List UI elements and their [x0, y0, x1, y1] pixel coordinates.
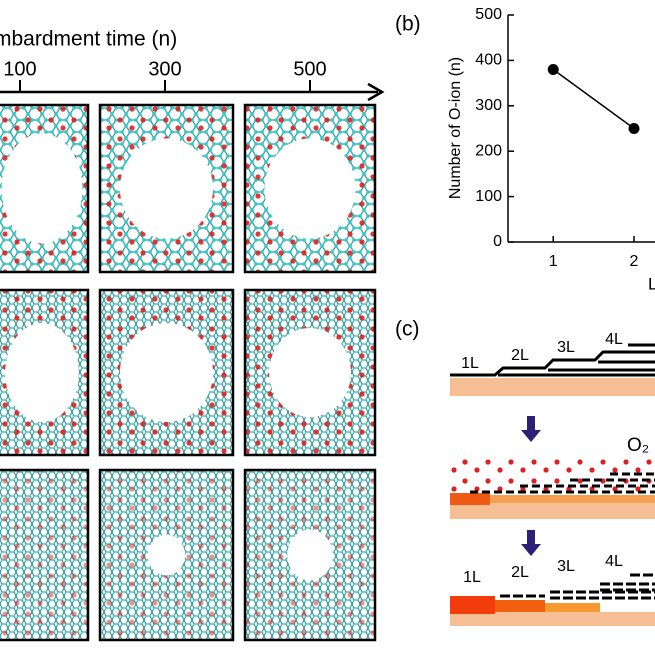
- y-tick-label: 400: [475, 52, 502, 69]
- layer-label: 4L: [605, 331, 623, 348]
- tick-label: 500: [293, 58, 326, 80]
- snapshot-hole: [1, 133, 83, 244]
- tick-label: 300: [148, 58, 181, 80]
- layer-label: 4L: [605, 553, 623, 570]
- layer-label: 3L: [557, 558, 575, 575]
- arrow-head: [367, 82, 385, 102]
- layer-label: 1L: [461, 355, 479, 372]
- layer: [470, 472, 655, 494]
- snapshot-hole: [264, 138, 356, 239]
- snapshot-frame: [98, 468, 235, 642]
- snapshot-oxygen: [0, 470, 88, 640]
- snapshot-frame: [243, 288, 377, 457]
- data-point: [628, 123, 640, 134]
- panel-c: (c) 1L 2L 3L 4L O₂ 1L 2L 3L 4L: [395, 318, 655, 626]
- snapshot-hole: [119, 323, 214, 422]
- layer-label: 2L: [511, 564, 529, 581]
- oxidized-region: [495, 600, 545, 612]
- x-axis-title: L: [648, 274, 655, 293]
- panel-a: mbardment time (n) 100 300 500: [0, 28, 385, 642]
- y-tick-label: 200: [475, 142, 502, 159]
- snapshot-hole: [287, 529, 333, 581]
- y-tick-label: 100: [475, 188, 502, 205]
- down-arrow: [521, 416, 541, 442]
- substrate: [450, 612, 655, 626]
- substrate: [450, 378, 655, 396]
- layer-label: 1L: [463, 569, 481, 586]
- layer: [498, 343, 655, 377]
- y-axis-title: Number of O-ion (n): [447, 57, 464, 199]
- oxidized-region: [450, 596, 495, 614]
- snapshot-hole: [269, 327, 351, 418]
- panel-label: (b): [395, 13, 421, 36]
- snapshot-frame: [0, 468, 90, 642]
- snapshot-frame: [243, 103, 377, 274]
- down-arrow: [521, 530, 541, 556]
- oxidized-region: [490, 495, 655, 503]
- tick-label: 100: [3, 58, 36, 80]
- layer: [450, 350, 655, 377]
- snapshot-frame: [0, 103, 90, 274]
- y-tick-label: 0: [493, 233, 502, 250]
- panel-b: (b) Number of O-ion (n) L 0 100 200 300 400 5…: [395, 6, 655, 293]
- snapshot-hole: [147, 534, 186, 576]
- y-tick-label: 500: [475, 6, 502, 23]
- snapshot-grid: [0, 103, 377, 642]
- snapshot-hole: [119, 138, 214, 239]
- panel-label: (c): [395, 318, 420, 341]
- oxygen-atoms: [450, 455, 655, 495]
- oxidized-region: [450, 493, 490, 505]
- y-tick-label: 300: [475, 97, 502, 114]
- layer-label: 2L: [511, 347, 529, 364]
- snapshot-frame: [243, 468, 377, 642]
- layer: [500, 573, 655, 600]
- substrate: [450, 503, 655, 519]
- x-tick-label: 2: [630, 253, 639, 270]
- gas-label: O₂: [627, 435, 649, 456]
- snapshot-frame: [0, 288, 90, 457]
- snapshot-hole: [5, 323, 79, 422]
- snapshot-frame: [98, 103, 235, 274]
- data-point: [547, 63, 559, 75]
- layer-label: 3L: [557, 339, 575, 356]
- oxidized-region: [545, 603, 600, 612]
- x-tick-label: 1: [549, 253, 558, 270]
- axis-title: mbardment time (n): [0, 28, 177, 51]
- snapshot-frame: [98, 288, 235, 457]
- data-line: [552, 68, 635, 130]
